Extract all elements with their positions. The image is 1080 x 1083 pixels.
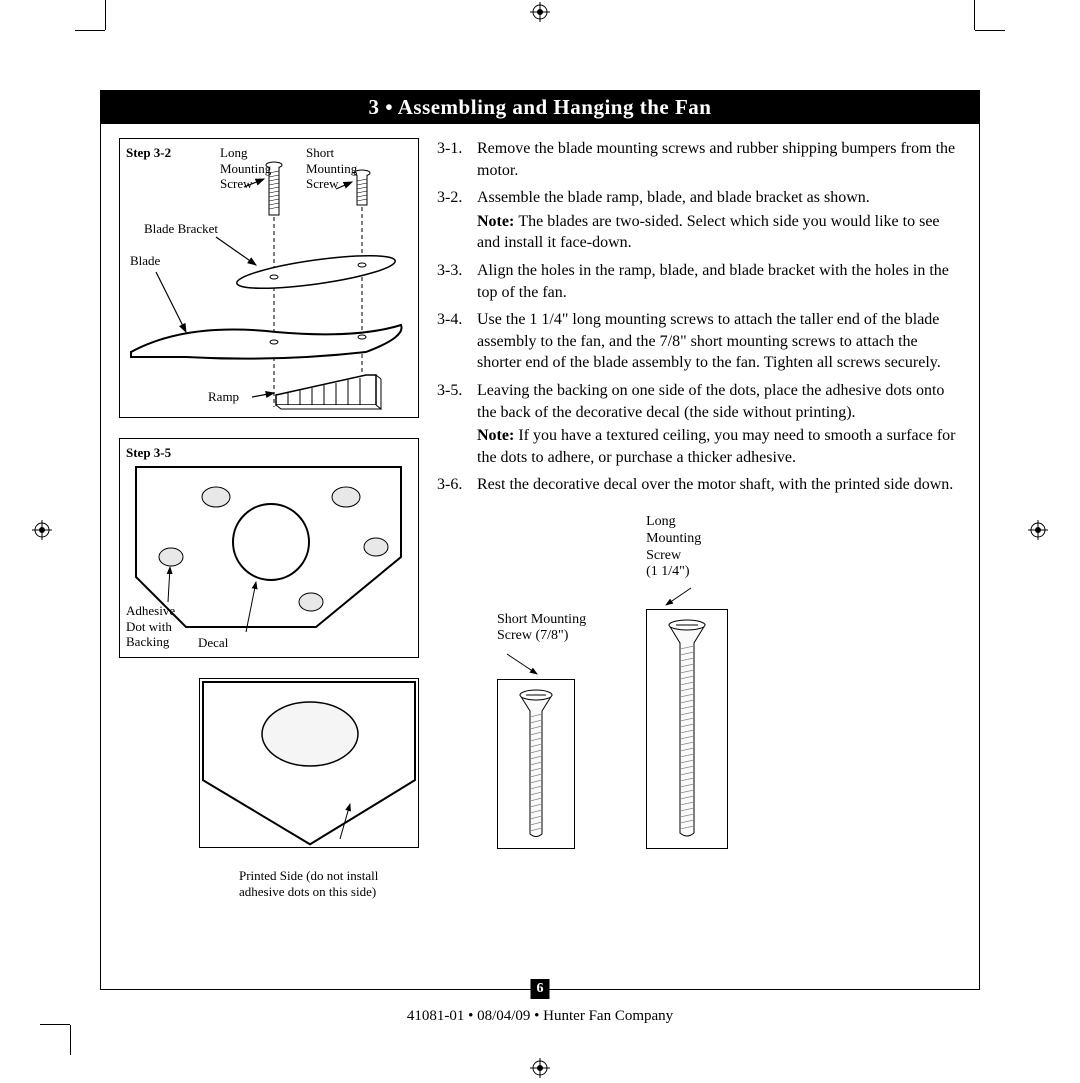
long-screw-label: Long Mounting Screw (1 1/4") xyxy=(646,514,701,581)
figures-column: Step 3-2 xyxy=(119,138,419,899)
figure-3-5b: Printed Side (do not install adhesive do… xyxy=(199,678,419,899)
short-screw-label: Short Mounting Screw (7/8") xyxy=(497,612,586,646)
fig32-ramp: Ramp xyxy=(208,389,239,405)
screw-illustrations: Short Mounting Screw (7/8") xyxy=(497,514,961,849)
fig32-blade-bracket: Blade Bracket xyxy=(144,221,218,237)
fig32-long-screw: Long Mounting Screw xyxy=(220,145,271,192)
fig32-short-screw: Short Mounting Screw xyxy=(306,145,357,192)
page-frame: 3 • Assembling and Hanging the Fan Step … xyxy=(100,90,980,990)
fig35-adhesive: Adhesive Dot with Backing xyxy=(126,603,175,650)
figure-3-2: Step 3-2 xyxy=(119,138,419,418)
section-title: 3 • Assembling and Hanging the Fan xyxy=(101,91,979,124)
instructions-column: 3-1.Remove the blade mounting screws and… xyxy=(437,138,961,899)
footer: 41081-01 • 08/04/09 • Hunter Fan Company xyxy=(101,1008,979,1025)
short-screw-icon xyxy=(516,689,556,839)
step-3-4: 3-4.Use the 1 1/4" long mounting screws … xyxy=(437,309,961,374)
fig32-blade: Blade xyxy=(130,253,160,269)
figure-3-5: Step 3-5 Adhesive Dot with Backing Decal xyxy=(119,438,419,658)
page-number: 6 xyxy=(531,979,550,999)
reg-mark-bottom xyxy=(530,1058,550,1078)
fig35-decal: Decal xyxy=(198,635,228,651)
step-3-6: 3-6.Rest the decorative decal over the m… xyxy=(437,474,961,496)
fig35b-caption: Printed Side (do not install adhesive do… xyxy=(239,868,409,899)
step-3-1: 3-1.Remove the blade mounting screws and… xyxy=(437,138,961,181)
step-3-3: 3-3.Align the holes in the ramp, blade, … xyxy=(437,260,961,303)
step-3-2: 3-2.Assemble the blade ramp, blade, and … xyxy=(437,187,961,254)
step-3-5: 3-5.Leaving the backing on one side of t… xyxy=(437,380,961,468)
long-screw-icon xyxy=(665,619,709,839)
reg-mark-left xyxy=(32,520,52,540)
reg-mark-right xyxy=(1028,520,1048,540)
reg-mark-top xyxy=(530,2,550,22)
step-list: 3-1.Remove the blade mounting screws and… xyxy=(437,138,961,496)
